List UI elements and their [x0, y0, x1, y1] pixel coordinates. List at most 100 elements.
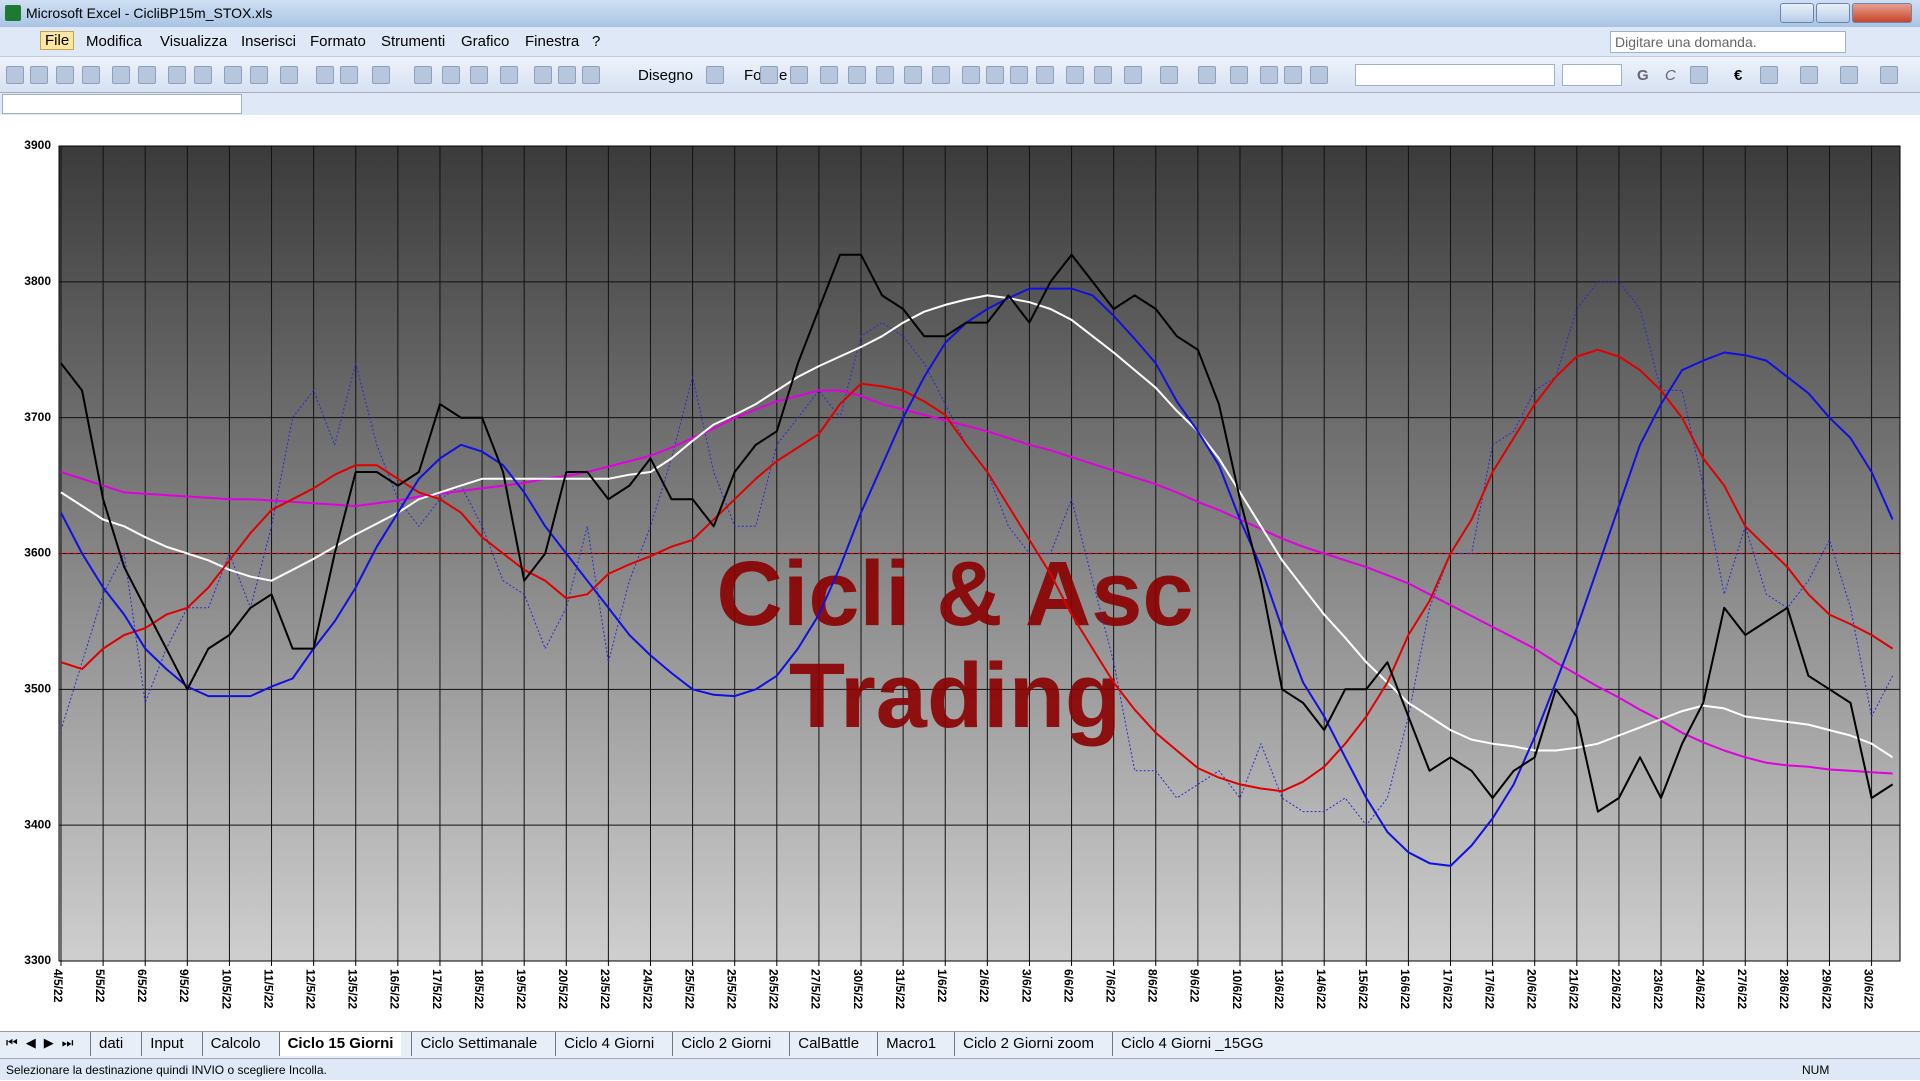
help-box[interactable]: Digitare una domanda. — [1610, 31, 1846, 53]
menu-item[interactable]: Visualizza — [160, 33, 228, 50]
toolbar-button[interactable] — [316, 66, 334, 84]
x-tick-label: 22/6/22 — [1609, 969, 1623, 1009]
toolbar-button[interactable] — [6, 66, 24, 84]
x-tick-label: 28/6/22 — [1777, 969, 1791, 1009]
sheet-tab[interactable]: dati — [90, 1032, 132, 1056]
x-tick-label: 29/6/22 — [1819, 969, 1833, 1009]
toolbar-button[interactable] — [558, 66, 576, 84]
italic-button[interactable]: C — [1665, 67, 1676, 84]
toolbar-button[interactable] — [1124, 66, 1142, 84]
menu-item[interactable]: Modifica — [86, 33, 142, 50]
menu-item[interactable]: Strumenti — [381, 33, 446, 50]
toolbar-button[interactable] — [56, 66, 74, 84]
sheet-tab[interactable]: Ciclo 15 Giorni — [278, 1032, 402, 1056]
x-tick-label: 30/6/22 — [1861, 969, 1875, 1009]
toolbar-button[interactable] — [1840, 66, 1858, 84]
tab-scroll-buttons[interactable]: ⏮◀▶⏭ — [6, 1035, 82, 1050]
toolbar-button[interactable] — [1036, 66, 1054, 84]
toolbar-button[interactable] — [1198, 66, 1216, 84]
watermark: Cicli & Asc — [716, 543, 1193, 645]
plot-border — [58, 145, 1901, 962]
menu-item[interactable]: ? — [592, 33, 601, 50]
toolbar-button[interactable] — [1066, 66, 1084, 84]
toolbar-button[interactable] — [442, 66, 460, 84]
x-tick-label: 6/6/22 — [1061, 969, 1075, 1003]
toolbar-button[interactable] — [168, 66, 186, 84]
toolbar-button[interactable] — [706, 66, 724, 84]
menu-item[interactable]: File — [40, 31, 75, 50]
menu-item[interactable]: Grafico — [461, 33, 510, 50]
toolbar-button[interactable] — [112, 66, 130, 84]
currency-button[interactable]: € — [1734, 67, 1743, 84]
toolbar-button[interactable] — [194, 66, 212, 84]
toolbar-button[interactable] — [986, 66, 1004, 84]
sheet-tab[interactable]: Ciclo 4 Giorni _15GG — [1112, 1032, 1272, 1056]
toolbar-button[interactable] — [790, 66, 808, 84]
bold-button[interactable]: G — [1637, 67, 1649, 84]
toolbar-button[interactable] — [1760, 66, 1778, 84]
sheet-tab[interactable]: Input — [141, 1032, 192, 1056]
sheet-tab[interactable]: Calcolo — [201, 1032, 269, 1056]
sheet-tab[interactable]: CalBattle — [789, 1032, 868, 1056]
close-button[interactable] — [1852, 3, 1912, 23]
toolbar-button[interactable] — [582, 66, 600, 84]
toolbar-button[interactable] — [1094, 66, 1112, 84]
sheet-tab[interactable]: Ciclo Settimanale — [411, 1032, 546, 1056]
menu-item[interactable]: Formato — [310, 33, 366, 50]
toolbar-button[interactable] — [340, 66, 358, 84]
toolbar-button[interactable] — [1880, 66, 1898, 84]
toolbar-button[interactable] — [372, 66, 390, 84]
toolbar-button[interactable] — [250, 66, 268, 84]
x-tick-label: 18/5/22 — [472, 969, 486, 1009]
toolbar-button[interactable] — [1690, 66, 1708, 84]
x-tick-label: 15/6/22 — [1356, 969, 1370, 1009]
status-message: Selezionare la destinazione quindi INVIO… — [6, 1063, 327, 1077]
toolbar-button[interactable] — [1800, 66, 1818, 84]
toolbar-button[interactable] — [1160, 66, 1178, 84]
status-bar: Selezionare la destinazione quindi INVIO… — [0, 1058, 1920, 1080]
sheet-tab[interactable]: Macro1 — [877, 1032, 945, 1056]
x-tick-label: 10/6/22 — [1230, 969, 1244, 1009]
font-box[interactable] — [1355, 64, 1555, 86]
toolbar-button[interactable] — [138, 66, 156, 84]
toolbar-button[interactable] — [1010, 66, 1028, 84]
menu-item[interactable]: Finestra — [525, 33, 580, 50]
toolbar-button[interactable] — [30, 66, 48, 84]
x-tick-label: 14/6/22 — [1314, 969, 1328, 1009]
minimize-button[interactable] — [1780, 3, 1814, 23]
restore-button[interactable] — [1816, 3, 1850, 23]
toolbar-button[interactable] — [848, 66, 866, 84]
size-box[interactable] — [1562, 64, 1622, 86]
x-tick-label: 19/5/22 — [514, 969, 528, 1009]
toolbar-button[interactable] — [904, 66, 922, 84]
excel-icon — [5, 5, 21, 21]
toolbar-button[interactable] — [962, 66, 980, 84]
drawing-menu[interactable]: Disegno — [638, 67, 694, 84]
toolbar-button[interactable] — [820, 66, 838, 84]
toolbar-button[interactable] — [1310, 66, 1328, 84]
formula-bar — [0, 93, 1920, 115]
x-tick-label: 6/5/22 — [135, 969, 149, 1003]
toolbar-button[interactable] — [1260, 66, 1278, 84]
sheet-tab[interactable]: Ciclo 2 Giorni zoom — [954, 1032, 1103, 1056]
toolbar-button[interactable] — [470, 66, 488, 84]
toolbar-button[interactable] — [876, 66, 894, 84]
name-box[interactable] — [2, 94, 242, 114]
toolbar-button[interactable] — [760, 66, 778, 84]
toolbar-button[interactable] — [414, 66, 432, 84]
toolbar-button[interactable] — [500, 66, 518, 84]
toolbar-button[interactable] — [82, 66, 100, 84]
num-indicator: NUM — [1802, 1063, 1830, 1077]
x-tick-label: 17/5/22 — [430, 969, 444, 1009]
sheet-tab[interactable]: Ciclo 2 Giorni — [672, 1032, 780, 1056]
toolbar-button[interactable] — [534, 66, 552, 84]
menu-item[interactable]: Inserisci — [241, 33, 297, 50]
toolbar-button[interactable] — [1284, 66, 1302, 84]
toolbar-button[interactable] — [280, 66, 298, 84]
toolbar-button[interactable] — [224, 66, 242, 84]
menu-bar: Digitare una domanda. File Modifica Visual… — [0, 27, 1920, 57]
toolbar-button[interactable] — [932, 66, 950, 84]
toolbar-button[interactable] — [1230, 66, 1248, 84]
sheet-tab[interactable]: Ciclo 4 Giorni — [555, 1032, 663, 1056]
x-tick-label: 9/6/22 — [1188, 969, 1202, 1003]
